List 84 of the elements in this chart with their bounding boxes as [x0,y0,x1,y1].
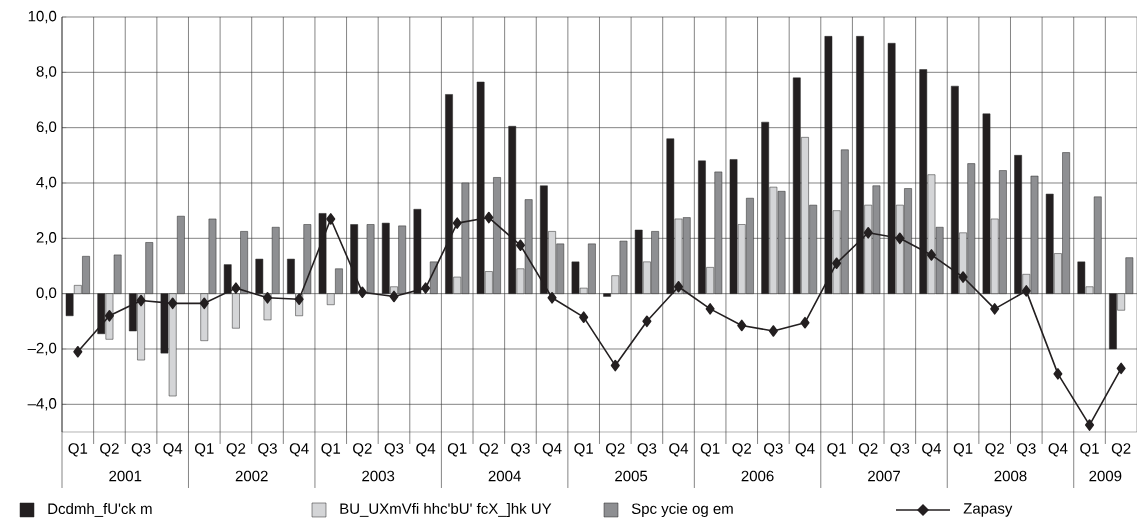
y-tick-label: –4,0 [27,398,57,411]
point [262,292,273,304]
point [1084,419,1095,431]
point [452,217,462,229]
x-tick-label: Q2 [100,443,119,457]
point [990,303,1000,315]
point [958,271,968,283]
x-tick-label: Q2 [226,443,246,457]
x-tick-label: Q4 [795,443,815,457]
x-tick-label: Q3 [1017,443,1036,457]
x-tick-label: Q2 [353,443,372,457]
text: 2007 [868,470,900,482]
x-tick-label: Q3 [258,443,277,457]
x-tick-label: Q3 [384,443,404,457]
x-tick-label: Q1 [700,443,720,457]
x-tick-label: Q1 [827,443,846,457]
x-tick-label: Q1 [194,443,214,457]
x-tick-label: Q2 [1111,443,1131,457]
point [579,311,589,323]
y-tick-label: 4,0 [36,176,57,190]
x-tick-label: Q3 [131,443,151,457]
x-tick-label: Q4 [922,443,942,457]
x-tick-label: Q4 [1048,443,1068,457]
x-tick-label: Q1 [574,443,593,457]
x-tick-label: Q4 [542,443,562,457]
legend-label: Zapasy [963,503,1013,517]
text: 2005 [615,470,648,482]
point [737,319,747,332]
point [895,232,905,245]
y-tick-label: 6,0 [36,121,57,134]
y-tick-label: 2,0 [36,232,57,245]
x-tick-label: Q1 [447,443,467,457]
x-tick-label: Q2 [732,443,752,457]
point [294,293,304,305]
x-tick-label: Q1 [321,443,341,457]
point [1053,368,1063,380]
text: 2003 [362,470,395,482]
y-tick-label: –2,0 [27,342,57,356]
point [1021,285,1031,297]
text: 2006 [741,470,774,482]
point [1116,362,1126,375]
point [547,292,557,304]
x-tick-label: Q2 [858,443,878,457]
point [357,286,367,299]
x-tick-label: Q3 [890,443,910,457]
x-tick-label: Q1 [68,443,88,457]
point [421,282,431,294]
point [231,282,241,294]
x-tick-label: Q4 [289,443,309,457]
y-tick-label: 0,0 [36,287,57,300]
point [610,359,620,372]
x-tick-label: Q4 [163,443,183,457]
point [73,345,83,358]
point [863,226,873,239]
x-tick-label: Q4 [669,443,689,457]
x-tick-label: Q3 [764,443,783,457]
text: 2004 [488,470,521,482]
x-tick-label: Q1 [1080,443,1099,457]
point [705,303,715,315]
point [168,297,178,310]
point [326,213,336,225]
x-tick-label: Q4 [416,443,436,457]
legend-label: Spc ycie og em [631,502,733,517]
y-tick-label: 8,0 [36,66,57,79]
text: 2008 [994,470,1027,482]
point [926,249,936,261]
legend-label: BU_UXmVfi hhc'bU' fcX_]hk UY [340,502,552,517]
text: 2001 [109,470,142,482]
point [484,211,494,224]
point [800,316,810,329]
x-tick-label: Q2 [605,443,625,457]
legend-label: Dcdmh_fU'ck m [48,503,152,517]
point [642,315,652,328]
point [389,290,399,303]
x-tick-label: Q2 [479,443,499,457]
text: 2002 [235,470,268,482]
x-tick-label: Q1 [953,443,973,457]
y-tick-label: 10,0 [28,10,57,24]
x-tick-label: Q3 [637,443,657,457]
point [515,239,525,252]
x-tick-label: Q3 [511,443,530,457]
text: 2009 [1089,470,1122,482]
point [768,325,778,337]
x-tick-label: Q2 [985,443,1004,457]
